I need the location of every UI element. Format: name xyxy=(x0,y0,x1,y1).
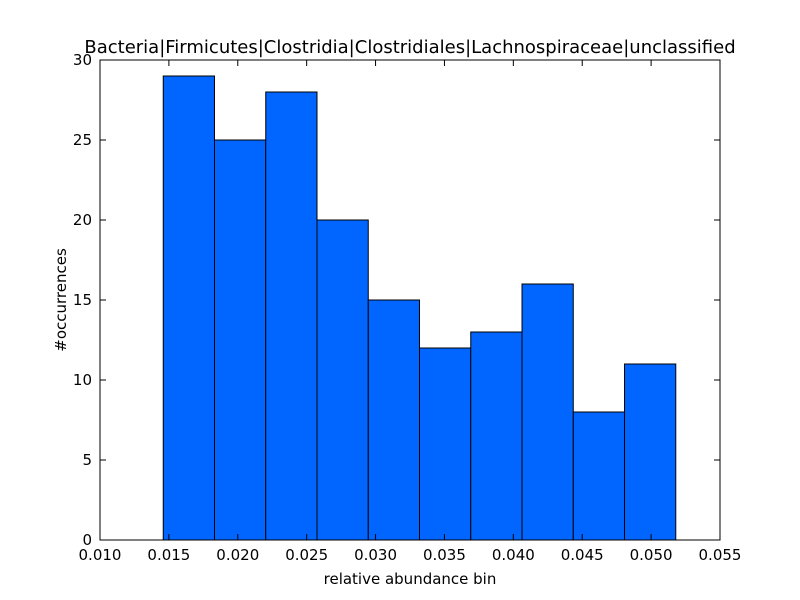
histogram-bar-10 xyxy=(624,363,677,541)
x-tick-label-9: 0.050 xyxy=(630,546,673,564)
histogram-bar-5 xyxy=(367,299,421,541)
x-tick-label-3: 0.020 xyxy=(216,546,259,564)
x-tick-label-8: 0.045 xyxy=(561,546,604,564)
y-tick-label-5: 20 xyxy=(73,211,92,229)
y-tick-label-6: 25 xyxy=(73,131,92,149)
x-tick-label-6: 0.035 xyxy=(423,546,466,564)
x-axis: 0.010 0.015 0.020 0.025 0.030 0.035 0.040 0.045… xyxy=(79,60,742,564)
y-axis-label: #occurrences xyxy=(52,248,70,352)
x-tick-label-10: 0.055 xyxy=(699,546,742,564)
histogram-bar-6 xyxy=(419,347,472,541)
bars-group xyxy=(162,75,677,541)
y-tick-label-4: 15 xyxy=(73,291,92,309)
histogram-bar-8 xyxy=(521,283,574,541)
histogram-bar-2 xyxy=(213,139,267,541)
y-axis: 0 5 10 15 20 25 30 xyxy=(73,51,720,549)
x-tick-label-4: 0.025 xyxy=(285,546,328,564)
histogram-bar-4 xyxy=(316,219,369,541)
x-axis-label: relative abundance bin xyxy=(324,570,497,588)
histogram-bar-7 xyxy=(470,331,523,541)
x-tick-label-2: 0.015 xyxy=(147,546,190,564)
histogram-bar-1 xyxy=(162,75,215,541)
y-tick-label-1: 0 xyxy=(82,531,92,549)
x-tick-label-1: 0.010 xyxy=(79,546,122,564)
y-tick-label-2: 5 xyxy=(82,451,92,469)
y-tick-label-7: 30 xyxy=(73,51,92,69)
histogram-bar-3 xyxy=(265,91,318,541)
histogram-bar-9 xyxy=(572,411,626,541)
x-tick-label-5: 0.030 xyxy=(354,546,397,564)
x-tick-label-7: 0.040 xyxy=(492,546,535,564)
chart-title: Bacteria|Firmicutes|Clostridia|Clostridi… xyxy=(84,37,735,58)
y-tick-label-3: 10 xyxy=(73,371,92,389)
